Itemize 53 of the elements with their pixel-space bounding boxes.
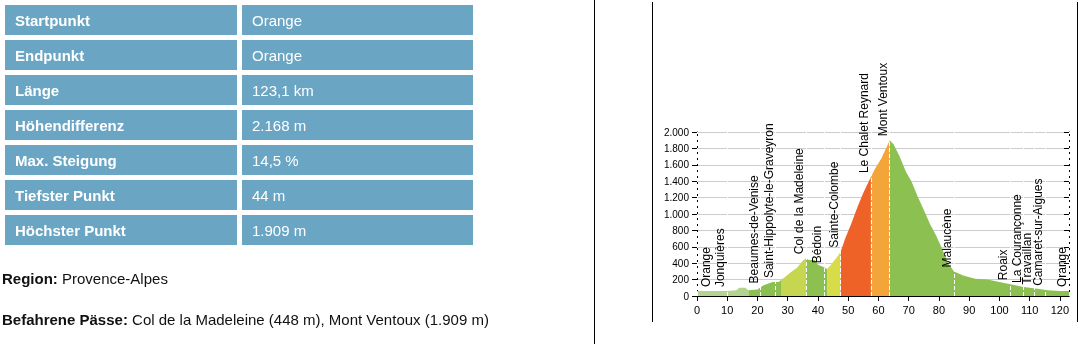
- x-tick-label: 30: [781, 303, 794, 316]
- y-tick-label: 1.200: [663, 192, 690, 204]
- text: Region: Provence-Alpes: [2, 270, 168, 287]
- category-label: Höhendifferenz: [15, 116, 125, 134]
- ref-line-label: Malaucène: [940, 208, 955, 268]
- x-tick-label: 40: [811, 303, 825, 316]
- x-tick-label: 70: [902, 303, 915, 316]
- y-tick-label: 2.000: [663, 126, 690, 138]
- category-label: Länge: [15, 81, 60, 99]
- ref-line-label: Jonquières: [713, 228, 728, 288]
- text: 44 m: [252, 186, 286, 204]
- y-tick-label: 1.600: [663, 159, 690, 171]
- x-tick-label: 10: [721, 303, 734, 316]
- ref-line-label: Camaret-sur-Aigues: [1030, 178, 1045, 286]
- x-tick-label: 0: [693, 303, 701, 316]
- x-tick-label: 80: [932, 303, 946, 316]
- x-tick-label: 110: [1020, 303, 1039, 316]
- y-tick-label: 1.400: [663, 175, 690, 187]
- category-label: Höchster Punkt: [15, 221, 126, 239]
- y-tick-label: 600: [672, 241, 690, 253]
- text: 2.168 m: [252, 116, 307, 134]
- ref-line-label: Mont Ventoux: [875, 62, 890, 137]
- category-label: Endpunkt: [15, 46, 85, 64]
- x-tick-label: 120: [1050, 303, 1070, 316]
- ref-line-label: Col de la Madeleine: [791, 147, 806, 255]
- text: 1.909 m: [252, 221, 307, 239]
- y-tick-label: 1.000: [663, 208, 690, 220]
- y-tick-label: 1.800: [663, 142, 690, 154]
- text: Befahrene Pässe: Col de la Madeleine (448 m), Mont Ventoux (1.909 m): [2, 311, 489, 328]
- ref-line-label: Le Chalet Reynard: [856, 73, 871, 174]
- x-tick-label: 20: [751, 303, 764, 316]
- text: Orange: [252, 11, 303, 29]
- y-tick-label: 0: [683, 290, 690, 302]
- y-tick-label: 800: [672, 224, 690, 236]
- category-label: Startpunkt: [15, 11, 90, 29]
- x-tick-label: 50: [842, 303, 855, 316]
- category-label: Tiefster Punkt: [15, 186, 115, 204]
- text: 14,5 %: [252, 151, 299, 169]
- text: Orange: [252, 46, 303, 64]
- x-tick-label: 100: [990, 303, 1009, 316]
- y-tick-label: 200: [672, 274, 690, 286]
- ref-line-label: Sainte-Colombe: [826, 161, 841, 248]
- ref-line-label: Orange: [699, 246, 713, 288]
- text: 123,1 km: [252, 81, 314, 99]
- ref-line-label: Bédoin: [810, 225, 825, 264]
- ref-line-label: Orange: [1055, 246, 1069, 288]
- x-tick-label: 60: [872, 303, 885, 316]
- ref-line-label: Roaix: [996, 249, 1011, 281]
- category-label: Max. Steigung: [15, 151, 117, 169]
- y-tick-label: 400: [672, 257, 690, 269]
- x-tick-label: 90: [963, 303, 976, 316]
- ref-line-label: Saint-Hippolyte-le-Graveyron: [761, 123, 776, 279]
- ref-line-label: Beaumes-de-Venise: [746, 175, 761, 284]
